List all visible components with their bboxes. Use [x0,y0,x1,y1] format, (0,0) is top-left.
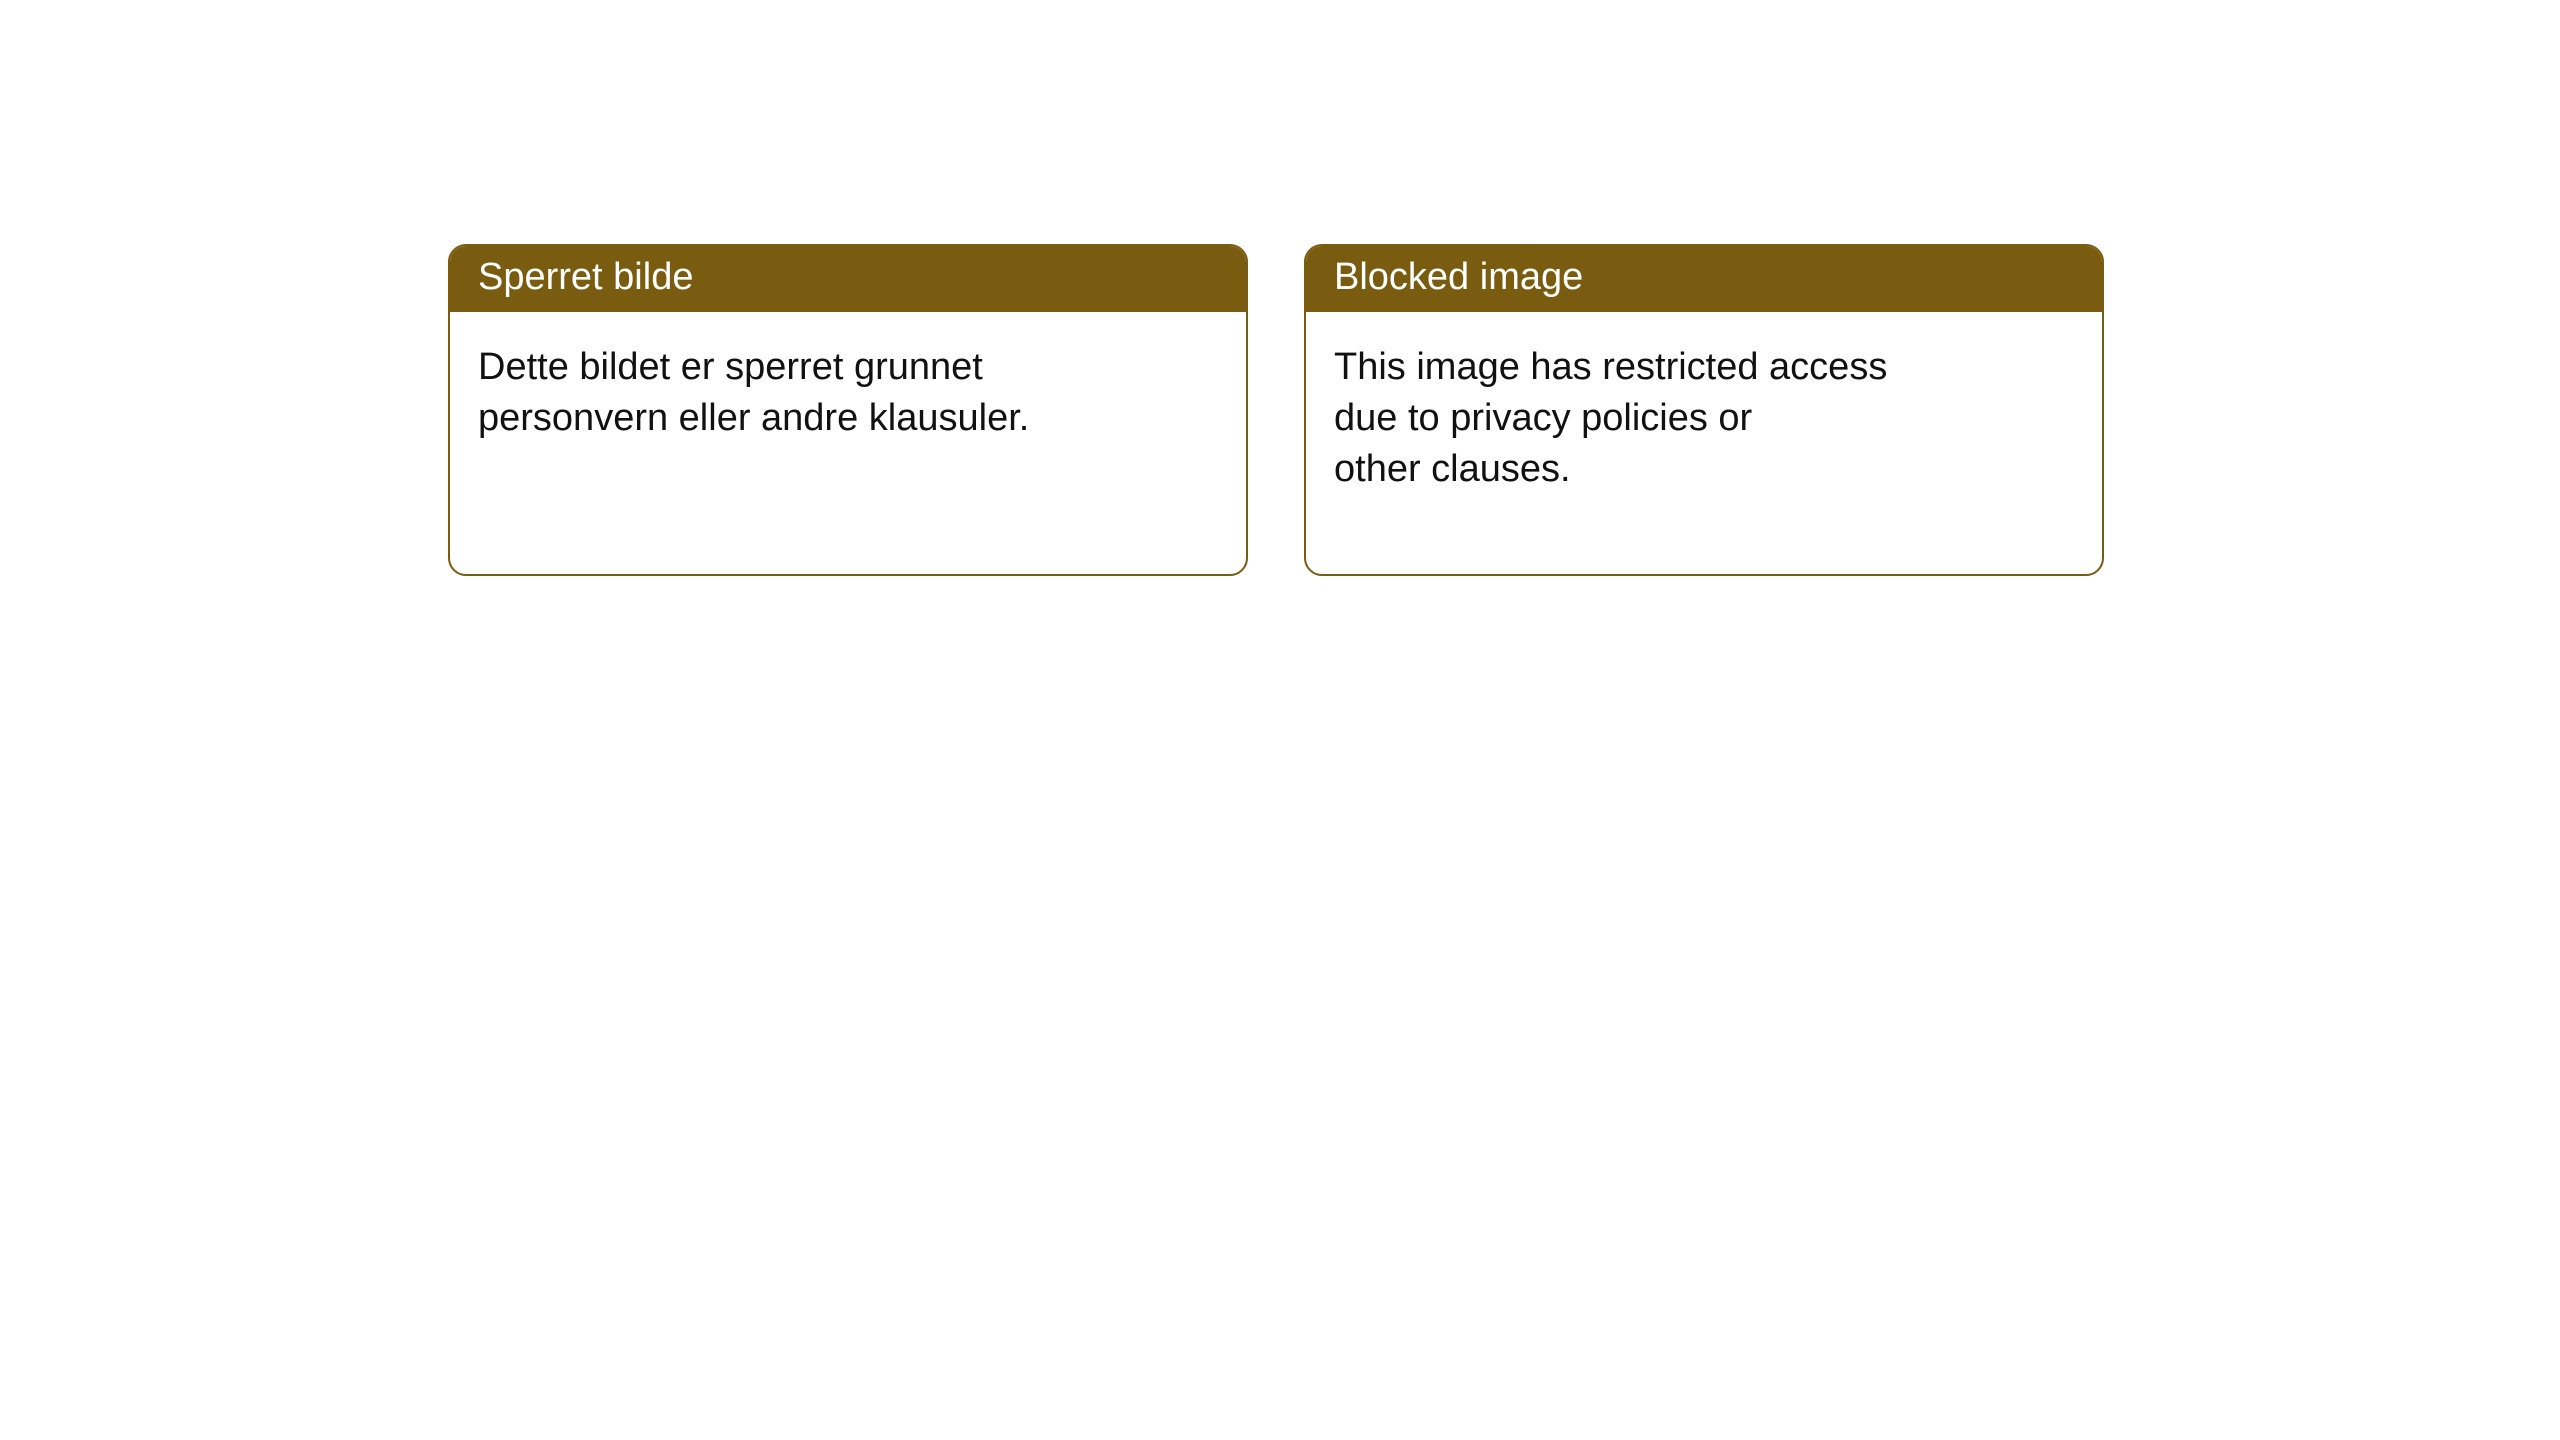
notice-body-english: This image has restricted access due to … [1306,312,2102,526]
notice-title-norwegian: Sperret bilde [450,246,1246,312]
notice-card-english: Blocked image This image has restricted … [1304,244,2104,576]
notice-title-english: Blocked image [1306,246,2102,312]
notice-card-norwegian: Sperret bilde Dette bildet er sperret gr… [448,244,1248,576]
notice-container: Sperret bilde Dette bildet er sperret gr… [0,0,2560,576]
notice-body-norwegian: Dette bildet er sperret grunnet personve… [450,312,1246,475]
